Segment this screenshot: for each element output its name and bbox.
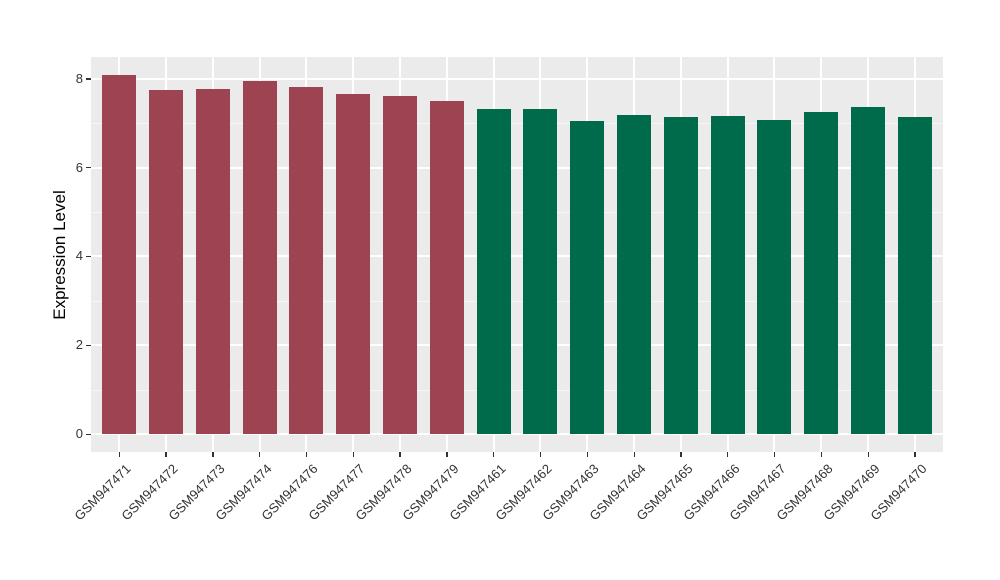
- plot-panel: [91, 57, 943, 452]
- x-tick-mark-GSM947472: [165, 452, 167, 457]
- bar-GSM947465: [663, 117, 698, 434]
- bar-GSM947478: [382, 95, 417, 434]
- bar-GSM947462: [523, 108, 558, 434]
- bar-GSM947468: [804, 111, 839, 434]
- x-tick-mark-GSM947479: [446, 452, 448, 457]
- x-tick-mark-GSM947476: [305, 452, 308, 457]
- x-tick-mark-GSM947466: [727, 452, 729, 457]
- minor-gridline-y-7: [91, 123, 943, 125]
- x-tick-mark-GSM947474: [259, 452, 261, 457]
- x-tick-mark-GSM947462: [539, 452, 542, 457]
- major-gridline-y-4: [91, 255, 943, 258]
- y-tick-label-6: 6: [75, 159, 83, 175]
- bar-GSM947471: [102, 75, 137, 434]
- x-tick-mark-GSM947473: [212, 452, 214, 457]
- x-tick-mark-GSM947465: [680, 452, 682, 457]
- major-gridline-y-8: [91, 77, 943, 80]
- minor-gridline-y-1: [91, 389, 943, 391]
- y-tick-label-0: 0: [75, 426, 83, 441]
- y-tick-mark-4: [86, 255, 91, 258]
- bar-GSM947479: [429, 101, 464, 434]
- y-tick-mark-6: [86, 167, 91, 169]
- y-tick-mark-8: [86, 78, 91, 80]
- x-tick-mark-GSM947461: [493, 452, 495, 457]
- x-tick-mark-GSM947469: [867, 452, 869, 457]
- bar-GSM947470: [897, 117, 932, 434]
- bar-GSM947467: [757, 120, 792, 434]
- minor-gridline-y-5: [91, 212, 943, 213]
- major-gridline-y-6: [91, 166, 943, 169]
- major-gridline-y-0: [91, 433, 943, 435]
- x-tick-mark-GSM947470: [914, 452, 916, 457]
- x-tick-mark-GSM947463: [586, 452, 589, 457]
- bar-GSM947472: [148, 90, 183, 434]
- y-tick-label-2: 2: [75, 337, 83, 353]
- bar-GSM947473: [195, 88, 230, 434]
- bar-GSM947476: [289, 87, 324, 434]
- bar-GSM947463: [570, 121, 605, 434]
- y-tick-label-8: 8: [75, 70, 83, 86]
- x-tick-mark-GSM947467: [773, 452, 776, 457]
- x-tick-mark-GSM947468: [820, 452, 823, 457]
- bar-GSM947464: [617, 115, 652, 434]
- bar-GSM947469: [851, 106, 886, 434]
- y-tick-mark-0: [86, 433, 91, 435]
- major-gridline-y-2: [91, 344, 943, 347]
- x-tick-mark-GSM947477: [352, 452, 354, 457]
- y-tick-mark-2: [86, 344, 91, 346]
- x-tick-mark-GSM947478: [399, 452, 401, 457]
- bar-GSM947474: [242, 80, 277, 434]
- bar-GSM947477: [336, 93, 371, 434]
- bar-GSM947461: [476, 109, 511, 434]
- bar-GSM947466: [710, 116, 745, 434]
- minor-gridline-y-3: [91, 300, 943, 302]
- x-tick-mark-GSM947464: [633, 452, 635, 457]
- x-tick-mark-GSM947471: [118, 452, 120, 457]
- y-tick-label-4: 4: [75, 248, 83, 264]
